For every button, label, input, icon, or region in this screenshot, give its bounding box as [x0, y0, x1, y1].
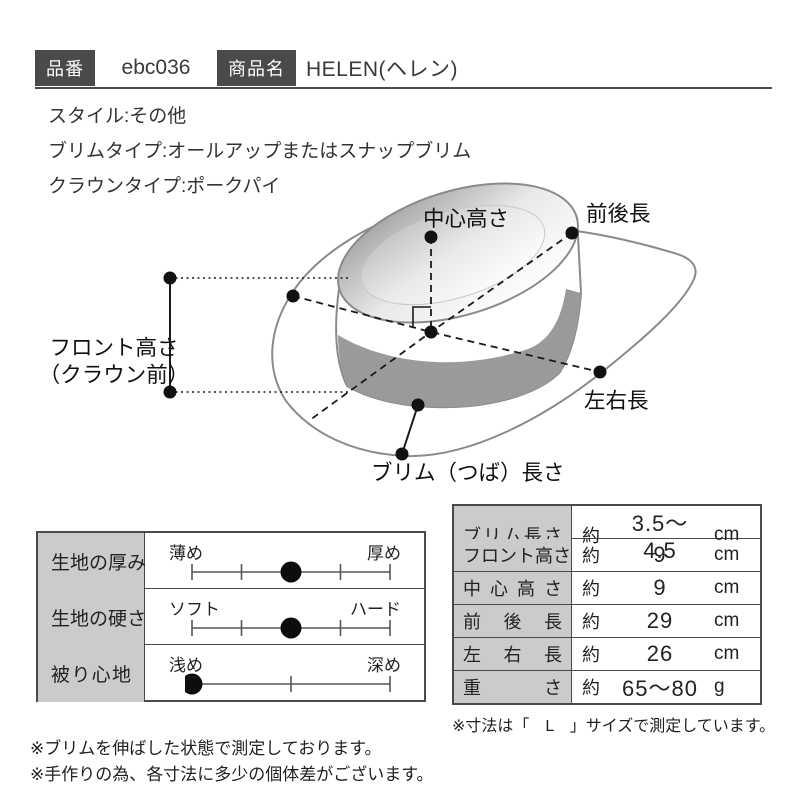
label-front-height-2: （クラウン前） [39, 363, 190, 387]
size-unit: cm [714, 610, 740, 631]
size-value: 65～80 [622, 676, 698, 701]
approx-prefix: 約 [582, 579, 600, 599]
right-angle-mark [412, 306, 431, 327]
table-row: 重さ 約 65～80 g [454, 670, 760, 703]
label-front-back-length: 前後長 [586, 202, 651, 226]
table-row: 生地の厚み 薄め 厚め [38, 533, 424, 590]
slider-scale [185, 559, 397, 590]
table-row: 左右長 約 26 cm [454, 637, 760, 670]
size-value-brim: 約 3.5～4.5 cm [572, 506, 760, 564]
feature-slider-hardness: ソフト ハード [145, 589, 424, 646]
feature-label-thickness: 生地の厚み [38, 533, 146, 590]
approx-prefix: 約 [582, 645, 600, 665]
notes-left: ※ブリムを伸ばした状態で測定しております。 ※手作りの為、各寸法に多少の個体差が… [30, 736, 434, 788]
size-spec-table: ブリム長さ 約 3.5～4.5 cm フロント高さ 約 9 cm 中心高さ 約 … [452, 504, 762, 705]
hat-crown-dent [360, 204, 546, 306]
item-number-value: ebc036 [121, 56, 191, 79]
spec-brim-type: ブリムタイプ:オールアップまたはスナップブリム [48, 141, 472, 162]
approx-prefix: 約 [582, 546, 600, 566]
measurement-dots [163, 226, 607, 461]
slider-min-label: ソフト [169, 600, 220, 619]
size-label-weight: 重さ [454, 671, 572, 703]
size-value-front-height: 約 9 cm [572, 539, 760, 571]
note-handmade: ※手作りの為、各寸法に多少の個体差がございます。 [30, 765, 434, 784]
note-size-l: ※寸法は「 L 」サイズで測定しています。 [452, 718, 776, 735]
feature-slider-fit: 浅め 深め [145, 645, 424, 702]
size-value-center-height: 約 9 cm [572, 572, 760, 604]
spec-style: スタイル:その他 [48, 106, 187, 127]
slider-min-label: 薄め [169, 544, 203, 563]
slider-max-label: 深め [367, 656, 401, 675]
item-number-badge: 品番 [35, 50, 95, 86]
feature-label-fit: 被り心地 [38, 645, 145, 702]
hat-band [338, 289, 581, 408]
product-name-badge: 商品名 [217, 50, 296, 86]
size-label-front-back: 前後長 [454, 605, 572, 637]
slider-scale [185, 615, 397, 646]
spec-crown-type: クラウンタイプ:ポークパイ [48, 176, 281, 197]
table-row: 生地の硬さ ソフト ハード [38, 588, 424, 646]
label-center-height: 中心高さ [423, 207, 509, 231]
table-row: 前後長 約 29 cm [454, 604, 760, 637]
label-brim-length: ブリム（つば）長さ [371, 461, 565, 485]
table-row: ブリム長さ 約 3.5～4.5 cm [454, 506, 760, 564]
size-value-left-right: 約 26 cm [572, 638, 760, 670]
size-value: 9 [653, 575, 667, 600]
size-value-weight: 約 65～80 g [572, 671, 760, 703]
size-value: 29 [646, 608, 674, 633]
slider-max-label: ハード [350, 600, 401, 619]
size-unit: cm [714, 524, 740, 545]
size-unit: cm [714, 643, 740, 664]
size-unit: cm [714, 544, 740, 565]
size-value: 9 [653, 542, 667, 567]
feature-label-hardness: 生地の硬さ [38, 589, 146, 646]
approx-prefix: 約 [582, 526, 600, 546]
hat-measurement-diagram: 中心高さ 前後長 フロント高さ （クラウン前） 左右長 ブリム（つば）長さ [39, 182, 697, 485]
size-unit: g [714, 676, 725, 697]
table-row: 中心高さ 約 9 cm [454, 571, 760, 604]
product-name-value: HELEN(ヘレン) [306, 58, 459, 81]
table-row: フロント高さ 約 9 cm [454, 538, 760, 571]
product-header: 品番 ebc036 商品名 HELEN(ヘレン) [35, 50, 772, 89]
size-value: 26 [646, 641, 674, 666]
label-front-height-1: フロント高さ [49, 336, 178, 360]
table-row: 被り心地 浅め 深め [38, 644, 424, 702]
size-unit: cm [714, 577, 740, 598]
size-label-center-height: 中心高さ [454, 572, 572, 604]
note-measure-extended: ※ブリムを伸ばした状態で測定しております。 [30, 739, 382, 758]
label-left-right-length: 左右長 [584, 389, 649, 413]
size-label-front-height: フロント高さ [454, 539, 572, 571]
feature-slider-thickness: 薄め 厚め [145, 533, 424, 590]
size-label-left-right: 左右長 [454, 638, 572, 670]
slider-min-label: 浅め [169, 656, 203, 675]
approx-prefix: 約 [582, 678, 600, 698]
approx-prefix: 約 [582, 612, 600, 632]
slider-max-label: 厚め [367, 544, 401, 563]
size-value: 3.5～4.5 [631, 511, 689, 563]
size-value-front-back: 約 29 cm [572, 605, 760, 637]
slider-scale [181, 671, 397, 702]
fabric-feature-table: 生地の厚み 薄め 厚め 生地の硬さ ソフト ハード 被り心地 浅め 深め [36, 531, 426, 702]
spec-list: スタイル:その他 ブリムタイプ:オールアップまたはスナップブリム クラウンタイプ… [48, 99, 471, 204]
